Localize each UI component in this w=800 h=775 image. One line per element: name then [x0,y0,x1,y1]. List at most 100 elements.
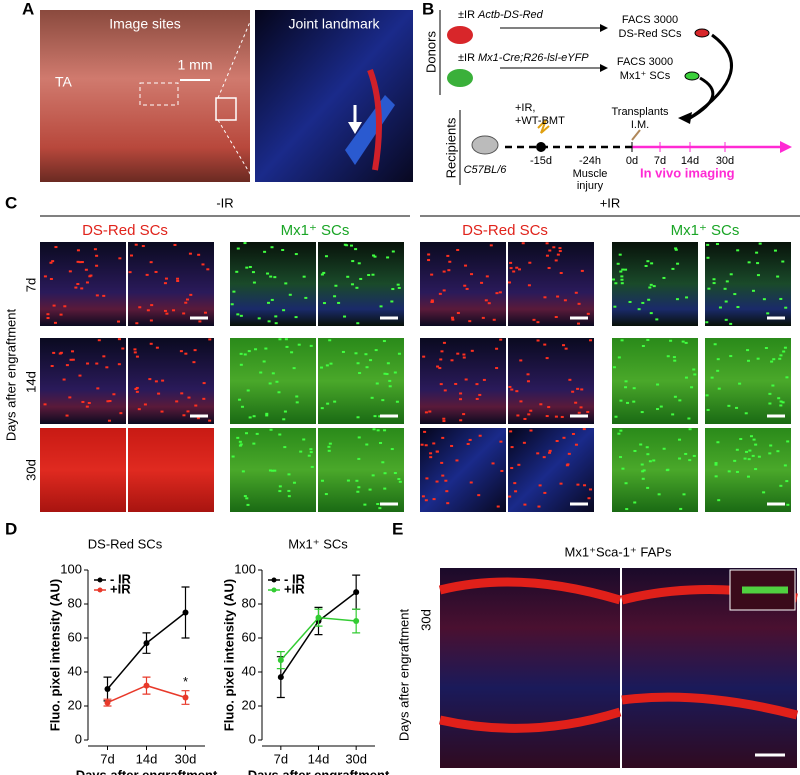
speckle [85,281,89,284]
speckle [619,270,623,273]
speckle [365,366,369,369]
zoom-line [217,9,256,99]
speckle [735,470,739,473]
speckle [451,318,455,321]
timeline-label: 7d [654,155,666,167]
row-axis: Days after engraftment [396,609,411,742]
speckle [357,262,361,265]
speckle [464,264,468,267]
speckle [309,344,313,347]
speckle [554,316,558,319]
speckle [379,441,383,444]
speckle [633,501,637,504]
speckle [46,313,50,316]
speckle [439,383,443,386]
speckle [117,363,121,366]
speckle [469,481,473,484]
speckle [736,306,740,309]
speckle [62,378,66,381]
speckle [517,463,521,466]
speckle [450,316,454,319]
speckle [583,484,587,487]
speckle [463,284,467,287]
speckle [393,472,397,475]
speckle [688,459,692,462]
speckle [462,356,466,359]
panel-label: C [5,193,17,212]
legend-swatch [97,587,103,593]
speckle [582,428,586,431]
x-axis-label: Days after engraftment [248,767,390,775]
speckle [49,277,53,280]
speckle [369,359,373,362]
speckle [95,362,99,365]
speckle [328,339,332,342]
speckle [499,440,503,443]
speckle [108,400,112,403]
speckle [536,321,540,324]
speckle [508,281,512,284]
timeline-label: 0d [626,155,638,167]
speckle [464,378,468,381]
arrow [600,64,608,72]
speckle [786,503,790,506]
speckle [482,378,486,381]
chart-title: Mx1⁺ SCs [288,536,348,551]
speckle [441,474,445,477]
injury: Muscle [573,168,608,180]
speckle [644,264,648,267]
y-tick-label: 40 [68,663,82,678]
speckle [450,359,454,362]
speckle [149,342,153,345]
legend-label: +IR [284,581,305,596]
speckle [376,503,380,506]
speckle [282,309,286,312]
speckle [532,318,536,321]
speckle [194,404,198,407]
speckle [758,242,762,245]
speckle [391,250,395,253]
speckle [675,298,679,301]
speckle [678,438,682,441]
speckle [747,458,751,461]
speckle [519,359,523,362]
speckle [78,374,82,377]
speckle [349,244,353,247]
speckle [309,451,313,454]
speckle [396,283,400,286]
speckle [637,308,641,311]
speckle [498,291,502,294]
speckle [424,499,428,502]
speckle [65,364,69,367]
speckle [684,376,688,379]
speckle [706,243,710,246]
speckle [130,254,134,257]
speckle [278,338,282,341]
speckle [554,259,558,262]
speckle [179,350,183,353]
speckle [508,385,512,388]
y-tick-label: 40 [242,663,256,678]
speckle [713,343,717,346]
speckle [509,261,513,264]
image-title: Joint landmark [288,16,380,32]
speckle [337,301,341,304]
speckle [251,271,255,274]
timeline-label: 30d [716,155,734,167]
speckle [548,449,552,452]
speckle [756,262,760,265]
speckle [248,265,252,268]
speckle [509,267,513,270]
speckle [662,276,666,279]
speckle [429,452,433,455]
speckle [446,254,450,257]
speckle [588,488,592,491]
speckle [621,268,625,271]
speckle [71,350,75,353]
speckle [648,460,652,463]
speckle [383,429,387,432]
speckle [714,475,718,478]
speckle [459,419,463,422]
speckle [80,261,84,264]
speckle [729,273,733,276]
